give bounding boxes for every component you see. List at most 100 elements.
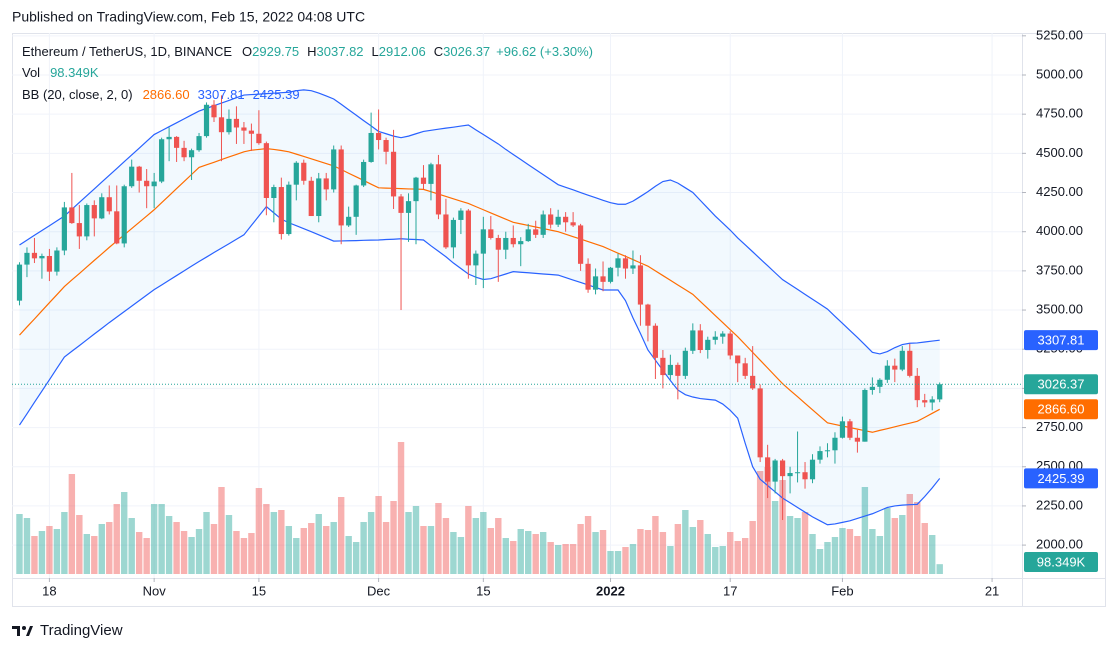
volume-bar xyxy=(465,506,472,574)
candle-body xyxy=(375,132,382,141)
candle-body xyxy=(286,184,292,235)
candle-body xyxy=(450,219,457,248)
volume-bar xyxy=(375,496,382,574)
candle-body xyxy=(323,178,329,190)
volume-bar xyxy=(771,501,779,574)
candle-body xyxy=(61,207,67,251)
candle-body xyxy=(390,151,397,197)
candle-body xyxy=(144,180,150,187)
volume-bar xyxy=(936,564,943,574)
y-tick-label: 2750.00 xyxy=(1036,419,1083,434)
candle-body xyxy=(899,350,905,370)
volume-bar xyxy=(539,532,547,574)
volume-bar xyxy=(719,546,726,574)
candle-body xyxy=(667,364,673,376)
volume-bar xyxy=(547,542,554,574)
volume-bar xyxy=(480,512,487,574)
volume-bar xyxy=(412,506,420,574)
candle-body xyxy=(316,178,322,217)
candle-body xyxy=(548,214,554,225)
volume-bar xyxy=(31,536,38,574)
candle-body xyxy=(353,185,359,217)
candle-body xyxy=(54,250,60,272)
candle-body xyxy=(854,437,861,442)
volume-bar xyxy=(143,538,150,574)
candle-body xyxy=(645,304,651,326)
candle-body xyxy=(76,223,82,237)
volume-bar xyxy=(83,534,91,574)
candle-body xyxy=(877,379,883,387)
volume-bar xyxy=(293,538,300,574)
volume-bar xyxy=(554,545,562,574)
volume-bar xyxy=(525,531,532,574)
volume-bar xyxy=(61,512,68,574)
volume-bar xyxy=(861,487,869,574)
volume-bar xyxy=(734,541,741,574)
legend-volume: Vol 98.349K xyxy=(22,65,99,80)
volume-bar xyxy=(779,480,786,574)
volume-bar xyxy=(360,522,367,574)
candle-body xyxy=(121,186,127,244)
candle-body xyxy=(203,104,210,137)
candle-body xyxy=(555,216,561,225)
candle-body xyxy=(293,162,299,185)
candle-body xyxy=(136,166,142,181)
volume-bar xyxy=(225,515,233,574)
volume-bar xyxy=(502,538,509,574)
volume-bar xyxy=(248,533,255,574)
candle-body xyxy=(413,177,419,202)
candle-body xyxy=(533,229,539,235)
legend-bands-label: BB (20, close, 2, 0) xyxy=(22,87,133,102)
candle-body xyxy=(839,421,846,438)
volume-badge-label: 98.349K xyxy=(1037,554,1086,569)
y-tick-label: 5000.00 xyxy=(1036,66,1083,81)
candle-body xyxy=(592,276,599,290)
x-tick-label: 18 xyxy=(42,583,56,598)
volume-bar xyxy=(667,546,674,574)
volume-bar xyxy=(270,512,278,574)
y-tick-label: 5250.00 xyxy=(1036,27,1083,42)
legend-symbol: Ethereum / TetherUS, 1D, BINANCE O2929.75… xyxy=(22,44,593,59)
volume-bar xyxy=(899,515,906,574)
volume-bar xyxy=(629,544,637,574)
candle-body xyxy=(817,451,823,460)
volume-bar xyxy=(929,535,936,574)
candle-body xyxy=(495,237,501,250)
volume-bar xyxy=(674,524,682,574)
volume-bar xyxy=(68,474,76,574)
x-tick-label: Nov xyxy=(143,583,167,598)
volume-bar xyxy=(809,534,816,574)
candle-body xyxy=(682,350,688,376)
volume-bar xyxy=(233,531,240,574)
volume-bar xyxy=(637,529,644,574)
candle-body xyxy=(937,384,943,400)
y-tick-label: 3750.00 xyxy=(1036,262,1083,277)
volume-bar xyxy=(323,526,330,574)
candle-body xyxy=(196,136,202,151)
candle-body xyxy=(278,187,284,235)
candle-body xyxy=(39,255,45,259)
candle-body xyxy=(241,127,247,131)
candle-body xyxy=(458,210,464,220)
volume-bar xyxy=(420,526,427,574)
volume-bar xyxy=(914,502,921,574)
volume-bar xyxy=(472,518,480,574)
candle-body xyxy=(338,149,344,226)
volume-bar xyxy=(727,532,734,574)
candle-body xyxy=(331,149,337,190)
candle-body xyxy=(809,459,816,480)
volume-bar xyxy=(622,547,629,574)
candle-body xyxy=(847,421,853,438)
volume-bar xyxy=(884,508,891,574)
volume-bar xyxy=(741,538,749,574)
volume-bar xyxy=(150,504,158,574)
brand-name: TradingView xyxy=(40,622,123,639)
candle-body xyxy=(690,330,696,351)
candle-body xyxy=(159,139,165,182)
candle-body xyxy=(563,216,569,223)
volume-bar xyxy=(16,514,23,574)
band-basis-badge-label: 2866.60 xyxy=(1038,402,1085,417)
volume-bar xyxy=(38,531,46,574)
volume-bar xyxy=(158,504,165,574)
candle-body xyxy=(735,355,741,364)
